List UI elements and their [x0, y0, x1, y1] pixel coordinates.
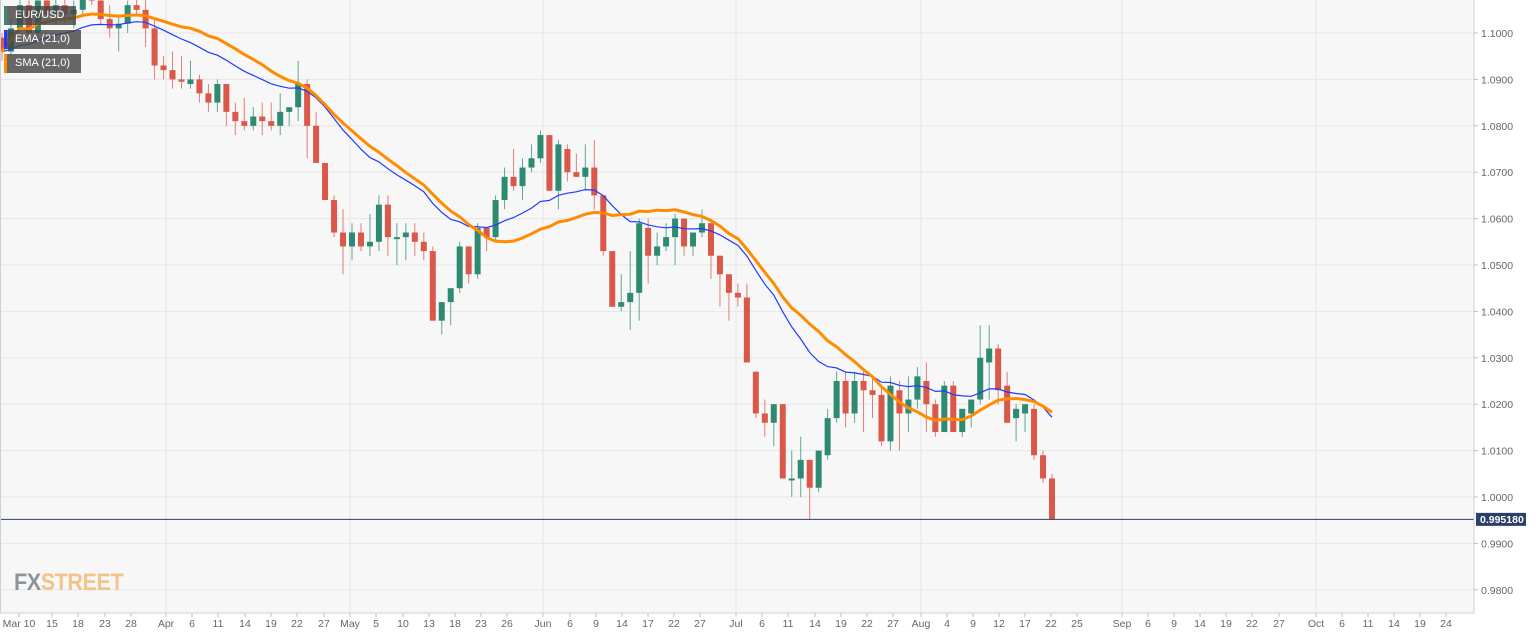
svg-text:1.0900: 1.0900	[1481, 74, 1513, 86]
svg-text:Aug: Aug	[912, 618, 931, 630]
svg-text:12: 12	[993, 618, 1005, 630]
svg-text:Oct: Oct	[1308, 618, 1324, 630]
svg-text:17: 17	[1019, 618, 1031, 630]
svg-text:14: 14	[1194, 618, 1206, 630]
svg-text:13: 13	[423, 618, 435, 630]
svg-text:19: 19	[265, 618, 277, 630]
svg-text:1.0400: 1.0400	[1481, 306, 1513, 318]
svg-text:19: 19	[835, 618, 847, 630]
svg-text:Apr: Apr	[158, 618, 175, 630]
svg-text:11: 11	[783, 618, 794, 630]
svg-text:28: 28	[125, 618, 137, 630]
sma-line	[0, 12, 1053, 422]
legend-sma-label: SMA (21,0)	[15, 57, 71, 69]
ema-color-marker	[4, 30, 7, 49]
svg-text:27: 27	[1273, 618, 1285, 630]
logo-street: STREET	[40, 569, 124, 596]
svg-text:0.995180: 0.995180	[1480, 514, 1524, 526]
svg-text:27: 27	[694, 618, 706, 630]
svg-text:9: 9	[1171, 618, 1177, 630]
legend-ema[interactable]: EMA (21,0)	[4, 30, 81, 49]
svg-text:May: May	[340, 618, 361, 630]
svg-text:17: 17	[642, 618, 654, 630]
svg-text:6: 6	[189, 618, 195, 630]
svg-text:14: 14	[616, 618, 628, 630]
ema-line	[1, 21, 1053, 418]
x-axis: Mar 10 15 18 23 28 Apr 6 11 14 19 22 27 May 5 10 13 18 23…	[3, 613, 1452, 630]
svg-text:10: 10	[397, 618, 409, 630]
svg-text:22: 22	[1246, 618, 1258, 630]
svg-text:6: 6	[567, 618, 573, 630]
svg-text:11: 11	[1363, 618, 1374, 630]
svg-text:18: 18	[72, 618, 84, 630]
legend-instrument[interactable]: EUR/USD	[4, 6, 76, 25]
svg-text:22: 22	[1045, 618, 1057, 630]
svg-text:9: 9	[593, 618, 599, 630]
current-price-tag: 0.995180	[1476, 512, 1526, 526]
svg-text:22: 22	[291, 618, 303, 630]
svg-text:19: 19	[1414, 618, 1426, 630]
svg-text:4: 4	[944, 618, 950, 630]
svg-text:23: 23	[475, 618, 487, 630]
svg-text:27: 27	[318, 618, 330, 630]
svg-text:6: 6	[1339, 618, 1345, 630]
svg-text:1.0100: 1.0100	[1481, 446, 1513, 458]
legend-ema-label: EMA (21,0)	[15, 33, 71, 45]
logo-fx: FX	[14, 569, 41, 596]
svg-text:Jul: Jul	[729, 618, 742, 630]
svg-text:24: 24	[1440, 618, 1452, 630]
svg-text:0.9800: 0.9800	[1481, 585, 1513, 597]
svg-text:26: 26	[501, 618, 513, 630]
svg-text:1.0200: 1.0200	[1481, 399, 1513, 411]
instrument-color-marker	[4, 6, 7, 25]
svg-text:14: 14	[1388, 618, 1400, 630]
svg-text:6: 6	[1145, 618, 1151, 630]
svg-text:14: 14	[809, 618, 821, 630]
svg-text:1.0800: 1.0800	[1481, 121, 1513, 133]
plot-area	[0, 0, 1474, 613]
svg-text:1.0000: 1.0000	[1481, 492, 1513, 504]
svg-text:23: 23	[99, 618, 111, 630]
svg-text:Jun: Jun	[535, 618, 552, 630]
legend-instrument-label: EUR/USD	[15, 9, 65, 21]
sma-color-marker	[4, 54, 7, 73]
svg-text:27: 27	[887, 618, 899, 630]
svg-text:25: 25	[1071, 618, 1083, 630]
fxstreet-logo: FXSTREET	[14, 569, 124, 597]
svg-text:6: 6	[759, 618, 765, 630]
svg-text:15: 15	[46, 618, 58, 630]
svg-text:18: 18	[449, 618, 461, 630]
svg-text:14: 14	[239, 618, 251, 630]
svg-text:Sep: Sep	[1113, 618, 1132, 630]
svg-text:22: 22	[668, 618, 680, 630]
y-axis: 1.1000 1.0900 1.0800 1.0700 1.0600 1.0500 1.04…	[1474, 28, 1513, 597]
grid-lines	[0, 0, 1474, 613]
legend-sma[interactable]: SMA (21,0)	[4, 54, 81, 73]
svg-text:1.0700: 1.0700	[1481, 167, 1513, 179]
svg-text:1.0500: 1.0500	[1481, 260, 1513, 272]
svg-text:19: 19	[1220, 618, 1232, 630]
svg-text:9: 9	[970, 618, 976, 630]
svg-text:1.0300: 1.0300	[1481, 353, 1513, 365]
svg-text:1.0600: 1.0600	[1481, 214, 1513, 226]
svg-text:0.9900: 0.9900	[1481, 538, 1513, 550]
svg-text:5: 5	[373, 618, 379, 630]
svg-text:Mar 10: Mar 10	[3, 618, 36, 630]
svg-text:11: 11	[213, 618, 224, 630]
svg-text:22: 22	[861, 618, 873, 630]
svg-text:1.1000: 1.1000	[1481, 28, 1513, 40]
